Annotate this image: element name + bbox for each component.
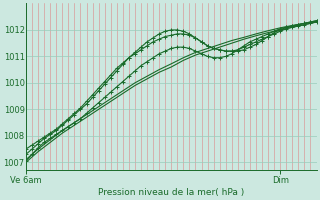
- X-axis label: Pression niveau de la mer( hPa ): Pression niveau de la mer( hPa ): [98, 188, 244, 197]
